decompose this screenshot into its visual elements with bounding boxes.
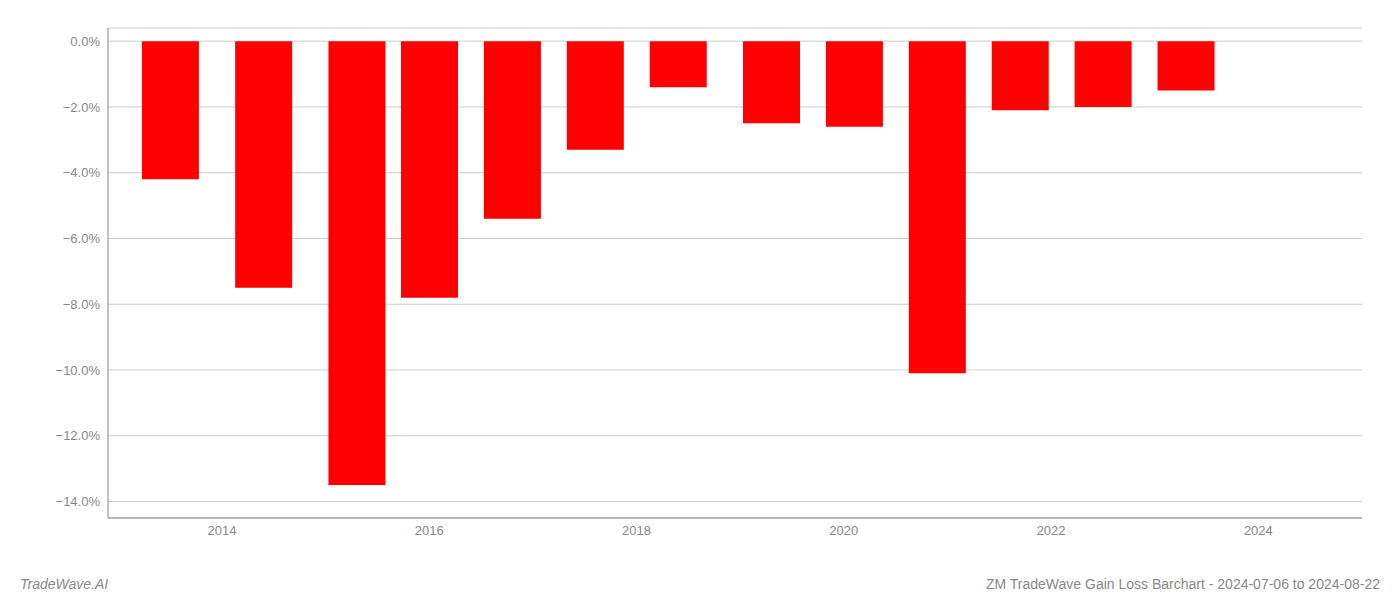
- svg-text:0.0%: 0.0%: [70, 34, 100, 49]
- svg-text:−10.0%: −10.0%: [56, 363, 101, 378]
- svg-text:2020: 2020: [829, 523, 858, 538]
- html-text:TradeWave.AI: TradeWave.AI: [20, 576, 109, 592]
- html-text:ZM TradeWave Gain Loss Barchar: ZM TradeWave Gain Loss Barchart - 2024-0…: [986, 576, 1380, 592]
- svg-text:2014: 2014: [208, 523, 237, 538]
- svg-text:−2.0%: −2.0%: [63, 100, 101, 115]
- svg-text:2024: 2024: [1244, 523, 1273, 538]
- svg-text:−14.0%: −14.0%: [56, 494, 101, 509]
- svg-text:2018: 2018: [622, 523, 651, 538]
- svg-text:2022: 2022: [1037, 523, 1066, 538]
- svg-text:−12.0%: −12.0%: [56, 428, 101, 443]
- svg-text:−6.0%: −6.0%: [63, 231, 101, 246]
- svg-text:−4.0%: −4.0%: [63, 165, 101, 180]
- svg-text:−8.0%: −8.0%: [63, 297, 101, 312]
- svg-text:2016: 2016: [415, 523, 444, 538]
